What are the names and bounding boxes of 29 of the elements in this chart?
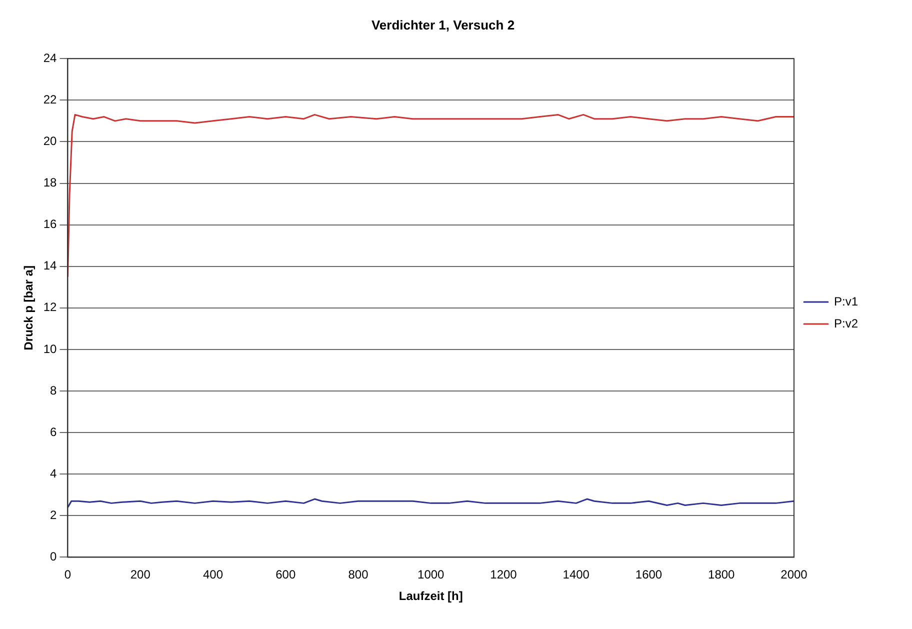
legend-label: P:v1 (834, 294, 858, 308)
x-tick-label: 1400 (562, 568, 590, 582)
y-tick-label: 20 (43, 134, 58, 148)
x-tick-label: 1000 (418, 568, 445, 582)
y-tick-label: 10 (43, 342, 58, 356)
x-tick-label: 1800 (708, 568, 736, 582)
y-axis-title: Druck p [bar a] (22, 266, 36, 350)
x-tick-label: 2000 (780, 568, 808, 582)
y-tick-label: 4 (50, 466, 58, 480)
x-tick-label: 1200 (490, 568, 518, 582)
x-tick-label: 600 (276, 568, 296, 582)
y-tick-label: 12 (43, 300, 58, 314)
y-tick-label: 0 (50, 550, 58, 564)
x-tick-label: 0 (64, 568, 72, 582)
x-tick-label: 200 (130, 568, 151, 582)
y-tick-label: 14 (43, 258, 58, 273)
y-tick-label: 24 (43, 50, 58, 65)
legend-label: P:v2 (834, 316, 858, 330)
x-tick-label: 800 (348, 568, 369, 582)
x-axis-title: Laufzeit [h] (398, 589, 463, 604)
y-tick-label: 22 (43, 92, 58, 106)
y-tick-label: 2 (50, 508, 58, 522)
x-tick-label: 1600 (635, 568, 662, 582)
y-tick-label: 18 (43, 176, 58, 190)
chart-title: Verdichter 1, Versuch 2 (371, 17, 515, 32)
y-tick-label: 8 (50, 383, 58, 398)
y-tick-label: 16 (43, 217, 58, 232)
y-tick-label: 6 (50, 424, 58, 439)
x-tick-label: 400 (202, 568, 224, 582)
